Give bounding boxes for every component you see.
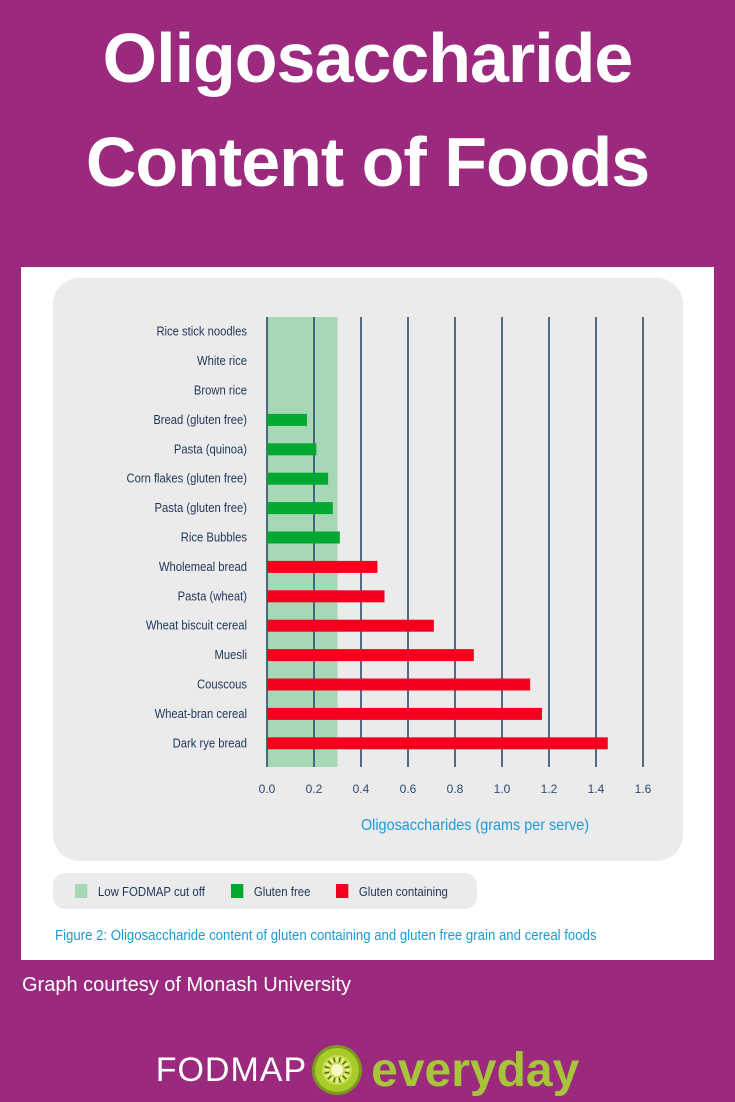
credit-text: Graph courtesy of Monash University <box>22 974 352 996</box>
kiwi-seed <box>343 1073 349 1078</box>
category-label: White rice <box>197 354 247 369</box>
category-label: Rice Bubbles <box>181 530 247 545</box>
x-tick-label: 0.4 <box>353 782 370 796</box>
category-label: Wholemeal bread <box>159 559 247 574</box>
legend-label-gluten-containing: Gluten containing <box>358 883 448 899</box>
bar <box>267 413 307 426</box>
bar <box>267 590 385 603</box>
x-tick-label: 0.8 <box>447 782 464 796</box>
kiwi-seed <box>340 1058 345 1064</box>
x-tick-label: 1.6 <box>635 782 652 796</box>
kiwi-seed <box>342 1075 347 1080</box>
kiwi-seed <box>342 1060 347 1065</box>
kiwi-seed <box>338 1077 342 1083</box>
x-tick-label: 0.0 <box>259 782 276 796</box>
legend-item-cutoff: Low FODMAP cut off <box>75 873 205 909</box>
legend-swatch-gluten-containing <box>336 884 349 898</box>
category-label: Bread (gluten free) <box>153 412 247 427</box>
legend-label-gluten-free: Gluten free <box>253 883 311 899</box>
x-tick-label: 0.6 <box>400 782 417 796</box>
kiwi-seed <box>338 1057 342 1063</box>
category-label: Brown rice <box>194 383 247 398</box>
legend-item-gluten-free: Gluten free <box>231 873 310 909</box>
bar <box>267 619 434 632</box>
bar <box>267 472 329 485</box>
logo-word-everyday: everyday <box>371 1043 580 1097</box>
bar <box>267 737 608 750</box>
kiwi-seed <box>333 1077 336 1083</box>
kiwi-seed <box>324 1071 330 1074</box>
category-label: Dark rye bread <box>173 736 247 751</box>
bar-chart: 0.0 0.2 0.4 0.6 0.8 1.0 1.2 1.4 1.6 Rice stick no… <box>126 317 652 834</box>
kiwi-seed <box>325 1062 331 1067</box>
kiwi-seed <box>327 1060 332 1065</box>
category-label: Wheat biscuit cereal <box>146 618 247 633</box>
category-label: Corn flakes (gluten free) <box>126 471 247 486</box>
kiwi-seed <box>344 1066 350 1069</box>
chart-card: 0.0 0.2 0.4 0.6 0.8 1.0 1.2 1.4 1.6 Rice stick no… <box>21 267 714 960</box>
x-axis-title: Oligosaccharides (grams per serve) <box>361 816 589 834</box>
kiwi-seed <box>344 1071 350 1074</box>
kiwi-seed <box>340 1076 345 1082</box>
kiwi-seed <box>343 1062 349 1067</box>
x-tick-label: 1.2 <box>541 782 558 796</box>
legend-swatch-gluten-free <box>231 884 244 898</box>
kiwi-seed <box>333 1057 336 1063</box>
fodmap-everyday-logo: FODMAP everyday <box>0 1040 735 1100</box>
bar <box>267 531 340 544</box>
kiwi-seed <box>327 1075 332 1080</box>
category-label: Wheat-bran cereal <box>155 706 247 721</box>
title-line-1: Oligosaccharide <box>102 19 634 97</box>
bar <box>267 678 531 691</box>
kiwi-seed <box>330 1058 334 1064</box>
x-tick-label: 1.4 <box>588 782 605 796</box>
category-label: Rice stick noodles <box>156 324 247 339</box>
title-line-2: Content of Foods <box>85 123 650 201</box>
bar <box>267 502 333 515</box>
bar <box>267 560 378 573</box>
legend-swatch-cutoff <box>75 884 88 898</box>
x-tick-label: 0.2 <box>306 782 323 796</box>
category-label: Muesli <box>215 648 247 663</box>
kiwi-fruit-icon <box>312 1045 363 1095</box>
category-label: Pasta (wheat) <box>178 589 247 604</box>
category-label: Pasta (gluten free) <box>155 501 247 516</box>
bar <box>267 707 542 720</box>
logo-word-fodmap: FODMAP <box>155 1050 308 1089</box>
legend-label-cutoff: Low FODMAP cut off <box>97 883 205 899</box>
x-tick-label: 1.0 <box>494 782 511 796</box>
figure-caption: Figure 2: Oligosaccharide content of glu… <box>55 927 597 944</box>
kiwi-seed <box>324 1066 330 1069</box>
bar <box>267 649 474 662</box>
legend: Low FODMAP cut off Gluten free Gluten co… <box>53 873 477 909</box>
bar <box>267 443 317 456</box>
legend-item-gluten-containing: Gluten containing <box>336 873 448 909</box>
kiwi-seed <box>325 1073 331 1078</box>
category-label: Pasta (quinoa) <box>174 442 247 457</box>
category-label: Couscous <box>197 677 247 692</box>
kiwi-seed <box>330 1076 334 1082</box>
